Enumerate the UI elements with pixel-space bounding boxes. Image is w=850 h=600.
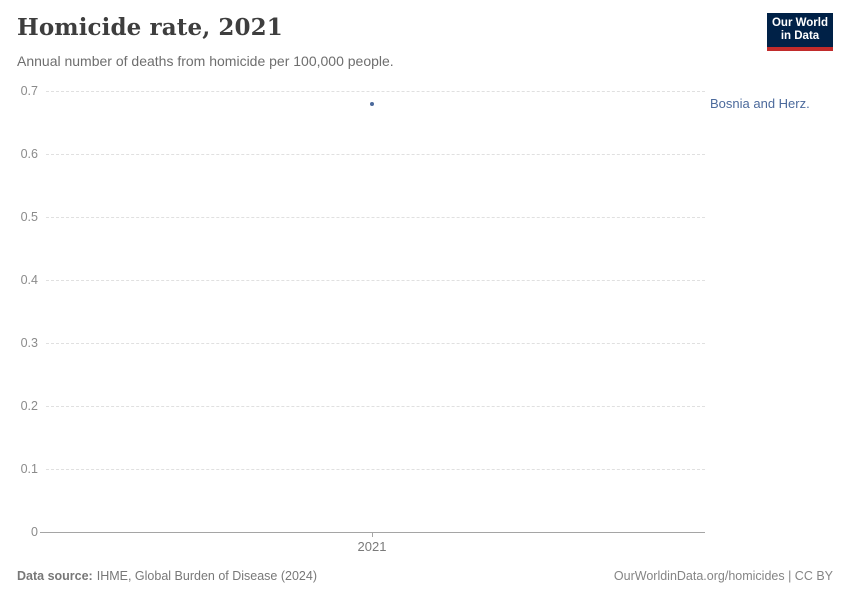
y-axis-tick-label: 0.6 (20, 147, 38, 161)
data-source-value: IHME, Global Burden of Disease (2024) (96, 569, 317, 583)
gridline (46, 217, 705, 218)
data-source-note: Data source: IHME, Global Burden of Disea… (17, 569, 317, 583)
gridline (46, 91, 705, 92)
y-axis-tick-label: 0.5 (20, 210, 38, 224)
data-point[interactable] (370, 102, 374, 106)
entity-label[interactable]: Bosnia and Herz. (710, 96, 810, 111)
chart-subtitle: Annual number of deaths from homicide pe… (17, 53, 394, 69)
y-axis-tick-label: 0.3 (20, 336, 38, 350)
x-axis-tick-label: 2021 (357, 539, 387, 554)
owid-logo-line1: Our World (771, 17, 828, 29)
y-axis-tick-label: 0.2 (20, 399, 38, 413)
y-axis-tick-label: 0.1 (20, 462, 38, 476)
gridline (46, 406, 705, 407)
gridline (46, 154, 705, 155)
owid-logo[interactable]: Our World in Data (767, 13, 833, 51)
owid-logo-line2: in Data (780, 30, 820, 42)
y-axis-tick-label: 0.4 (20, 273, 38, 287)
y-axis-tick-label: 0.7 (20, 84, 38, 98)
data-source-label: Data source: (17, 569, 93, 583)
gridline (46, 280, 705, 281)
y-axis-tick-label: 0 (31, 525, 38, 539)
page-title: Homicide rate, 2021 (17, 14, 283, 41)
gridline (46, 469, 705, 470)
attribution-link[interactable]: OurWorldinData.org/homicides | CC BY (613, 569, 833, 583)
gridline (46, 343, 705, 344)
x-axis-tick (372, 532, 373, 537)
